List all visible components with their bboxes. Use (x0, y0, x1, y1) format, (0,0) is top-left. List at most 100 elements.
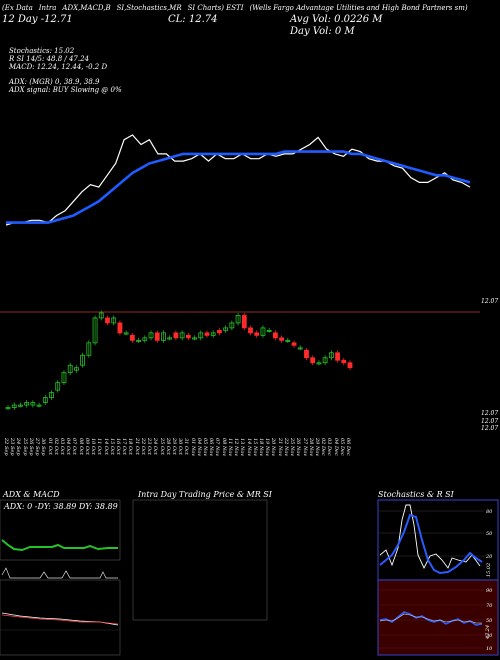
header-ex-data: (Ex Data (2, 4, 33, 12)
adx-panel-title: ADX & MACD (3, 490, 60, 499)
candle-body (335, 352, 340, 361)
rsi-signal-line (379, 613, 482, 624)
candle-body (105, 317, 110, 324)
candle-body (61, 372, 67, 384)
candle-body (297, 347, 303, 350)
candle-body (192, 337, 197, 340)
macd-signal-line (1, 614, 119, 625)
candle-body (136, 339, 141, 342)
price-axis-bottom-label-2: 12.07 (481, 418, 499, 425)
header-adx: ADX,MACD,B (62, 4, 111, 12)
candle-body (167, 337, 173, 340)
rsi-tick-30: 30 (486, 633, 493, 639)
stoch-line-3: MACD: 12.24, 12.44, -0.2 D (9, 63, 108, 71)
stoch-d-line (379, 513, 483, 575)
candle-body (260, 327, 266, 336)
candle-body (198, 332, 204, 339)
candle-body (154, 332, 160, 341)
header-line-1: (Ex Data Intra ADX,MACD,B SI,Stochastics… (2, 4, 498, 12)
stoch-line-2: R SI 14/5: 48.8 / 47.24 (9, 55, 90, 63)
candle-body (322, 357, 328, 364)
candle-body (129, 334, 135, 341)
candle-body (285, 339, 291, 342)
candle-body (98, 312, 104, 319)
candle-body (18, 404, 23, 407)
candle-body (67, 364, 73, 374)
adx-summary: ADX: (MGR) 0, 38.9, 38.9 ADX signal: BUY… (9, 78, 122, 94)
intraday-panel-frame (132, 499, 268, 621)
candle-body (210, 332, 216, 336)
price-axis-bottom-label-3: 12.07 (481, 425, 499, 432)
candle-body (241, 315, 247, 329)
candle-body (310, 357, 316, 364)
candle-body (328, 352, 334, 359)
stoch-tick-80: 80 (486, 509, 493, 515)
candle-body (42, 397, 48, 403)
moving-average-line (6, 150, 471, 224)
header-close: CL: 12.74 (168, 14, 218, 25)
price-line (5, 134, 471, 226)
stoch-tag: 15.02 (486, 562, 493, 578)
candle-body (55, 382, 61, 391)
candle-body (279, 337, 285, 341)
rsi-line (379, 611, 483, 626)
stoch-panel-title: Stochastics & R SI (378, 490, 454, 499)
candle-body (148, 332, 154, 339)
header-stoch: SI,Stochastics,MR (116, 4, 182, 12)
candle-body (217, 329, 222, 334)
candle-body (117, 322, 123, 334)
rsi-tick-10: 10 (486, 646, 493, 652)
price-axis-bottom-label-1: 12.07 (481, 410, 499, 417)
candle-body (304, 349, 309, 359)
candle-body (272, 332, 278, 339)
candle-body (142, 337, 148, 341)
stoch-k-line (379, 504, 481, 570)
candle-body (49, 392, 54, 398)
candle-body (5, 407, 11, 410)
rsi-panel-frame (377, 579, 499, 656)
macd-panel-frame (0, 579, 121, 656)
candle-body (266, 329, 272, 332)
stoch-panel-frame (377, 499, 499, 581)
header-day-vol: Day Vol: 0 M (290, 26, 355, 37)
candle-body (123, 332, 129, 335)
di-line (1, 567, 118, 579)
header-company: (Wells Fargo Advantage Utilities and Hig… (249, 4, 468, 12)
candle-body (223, 327, 229, 331)
adx-line-2: ADX signal: BUY Slowing @ 0% (9, 86, 122, 94)
intraday-panel-title: Intra Day Trading Price & MR SI (138, 490, 272, 499)
stoch-summary: Stochastics: 15.02 R SI 14/5: 48.8 / 47.… (9, 47, 107, 71)
rsi-tick-70: 70 (486, 603, 493, 609)
candle-body (74, 367, 79, 371)
header-ticker: SI Charts) ESTI (187, 4, 244, 12)
candle-body (36, 404, 42, 407)
price-axis-top-label: 12.07 (481, 298, 499, 305)
main-price-chart (0, 134, 480, 411)
candle-body (347, 362, 353, 369)
candle-body (80, 354, 86, 366)
candle-body (86, 342, 92, 356)
header-avg-vol: Avg Vol: 0.0226 M (290, 14, 383, 25)
rsi-tick-50: 50 (486, 618, 493, 624)
candle-body (24, 402, 30, 406)
candle-body (185, 334, 191, 339)
candle-body (92, 317, 98, 344)
candle-body (341, 359, 347, 364)
rsi-tag: 47.24 (485, 624, 492, 640)
header-12day: 12 Day -12.71 (2, 14, 73, 25)
candle-body (235, 315, 241, 324)
candle-body (229, 322, 235, 329)
candle-body (204, 332, 210, 336)
adx-panel-label: ADX: 0 -DY: 38.89 DY: 38.89 (4, 502, 118, 511)
stoch-line-1: Stochastics: 15.02 (9, 47, 75, 55)
candle-body (179, 332, 185, 339)
candle-body (291, 342, 297, 346)
rsi-tick-90: 90 (486, 588, 493, 594)
candle-body (111, 317, 117, 324)
candle-body (254, 332, 260, 336)
adx-line (1, 539, 118, 552)
adx-line-1: ADX: (MGR) 0, 38.9, 38.9 (9, 78, 100, 86)
candle-body (161, 332, 166, 341)
candle-body (173, 332, 179, 339)
